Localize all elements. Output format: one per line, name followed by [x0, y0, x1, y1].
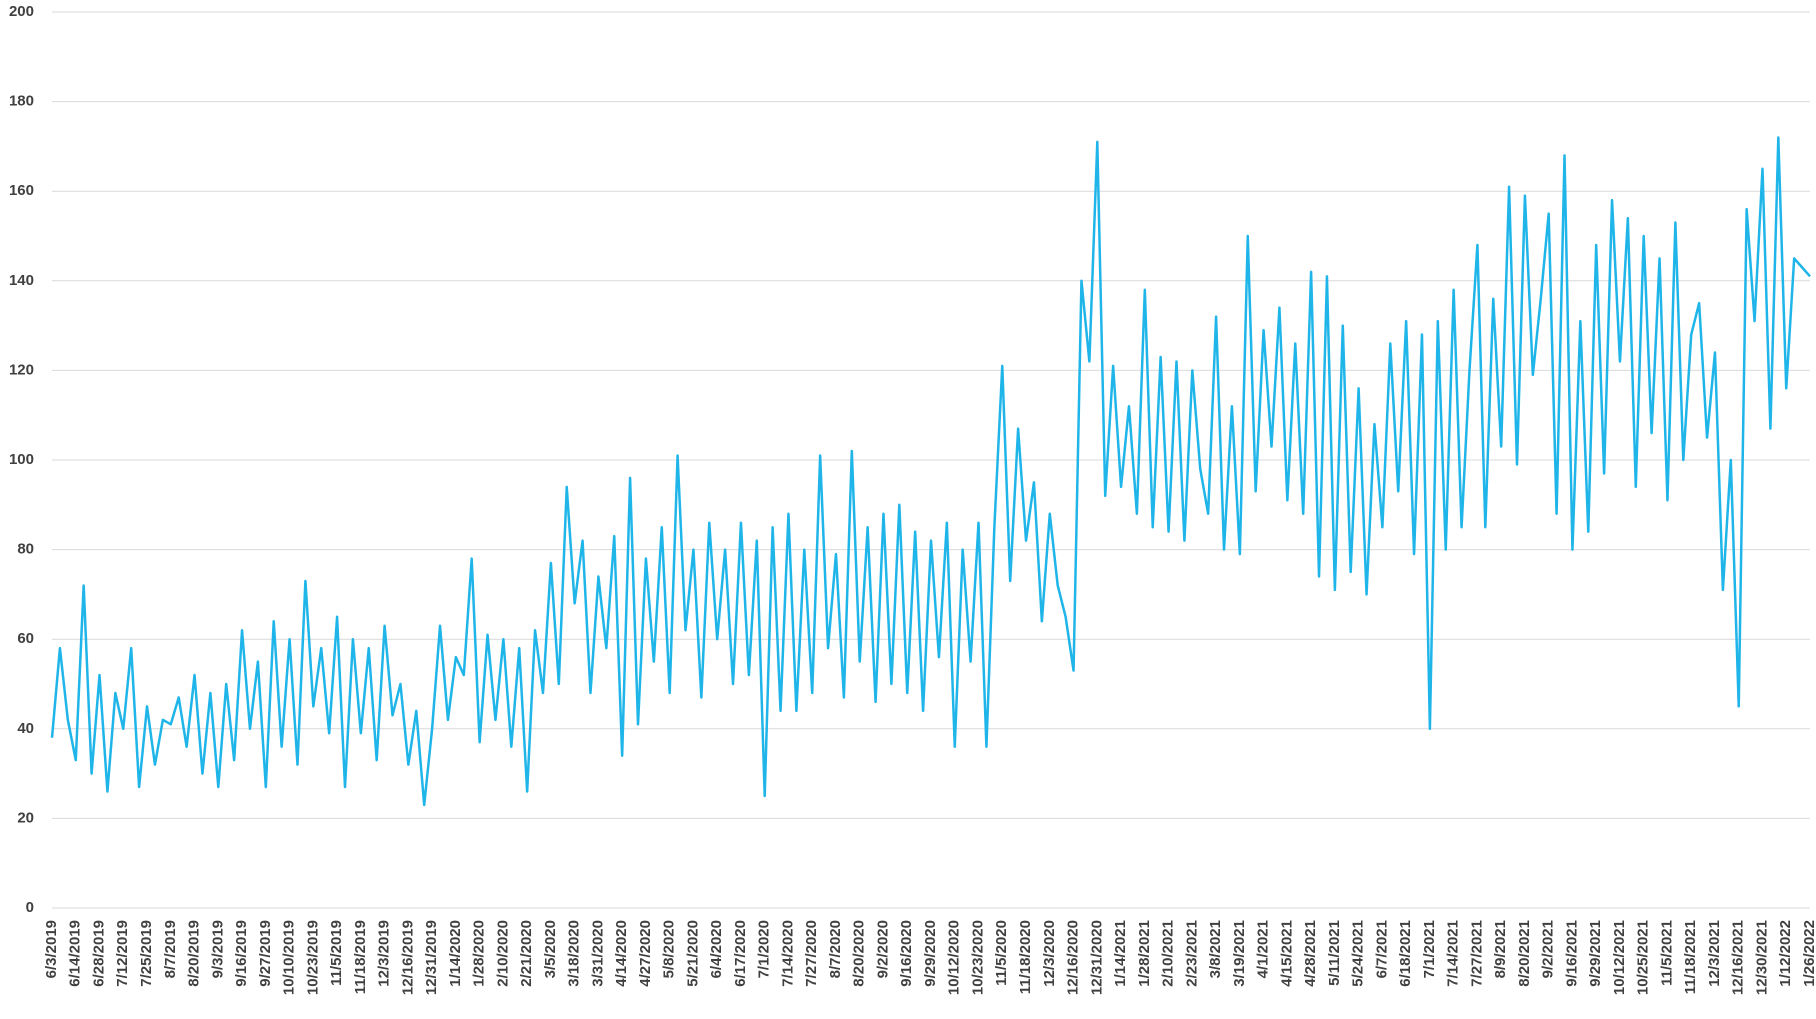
- x-tick-label: 11/18/2021: [1682, 920, 1699, 994]
- x-tick-label: 12/3/2020: [1041, 920, 1058, 987]
- x-tick-label: 5/11/2021: [1326, 920, 1343, 986]
- y-tick-label: 200: [9, 3, 34, 20]
- x-tick-label: 7/1/2021: [1421, 920, 1438, 978]
- x-tick-label: 1/26/2022: [1801, 920, 1816, 987]
- x-tick-label: 8/20/2020: [851, 920, 868, 987]
- x-tick-label: 4/14/2020: [613, 920, 630, 987]
- x-tick-label: 1/28/2021: [1136, 920, 1153, 987]
- y-tick-label: 60: [17, 630, 34, 647]
- x-tick-label: 9/27/2019: [257, 920, 274, 987]
- x-tick-label: 9/29/2020: [922, 920, 939, 987]
- x-tick-label: 10/23/2020: [969, 920, 986, 995]
- y-tick-label: 40: [17, 720, 34, 737]
- x-tick-label: 5/21/2020: [684, 920, 701, 987]
- x-tick-label: 1/14/2020: [447, 920, 464, 987]
- x-tick-label: 11/5/2019: [328, 920, 345, 986]
- x-tick-label: 9/16/2019: [233, 920, 250, 987]
- x-tick-label: 2/21/2020: [518, 920, 535, 987]
- x-tick-label: 6/17/2020: [732, 920, 749, 987]
- y-tick-label: 120: [9, 361, 34, 378]
- x-tick-label: 12/31/2020: [1088, 920, 1105, 995]
- x-tick-label: 4/1/2021: [1255, 920, 1272, 978]
- x-tick-label: 12/3/2019: [376, 920, 393, 987]
- x-tick-label: 2/10/2021: [1160, 920, 1177, 987]
- y-tick-label: 0: [26, 899, 34, 916]
- x-tick-label: 10/12/2021: [1611, 920, 1628, 995]
- x-tick-label: 10/12/2020: [946, 920, 963, 995]
- x-tick-label: 9/16/2020: [898, 920, 915, 987]
- x-tick-label: 9/29/2021: [1587, 920, 1604, 987]
- x-tick-label: 7/1/2020: [756, 920, 773, 978]
- x-tick-label: 9/2/2021: [1540, 920, 1557, 978]
- x-tick-label: 12/3/2021: [1706, 920, 1723, 987]
- x-tick-label: 11/18/2020: [1017, 920, 1034, 994]
- x-tick-label: 11/5/2020: [993, 920, 1010, 986]
- x-tick-label: 12/30/2021: [1753, 920, 1770, 995]
- x-tick-label: 3/18/2020: [566, 920, 583, 987]
- x-tick-label: 7/25/2019: [138, 920, 155, 987]
- x-tick-label: 3/31/2020: [589, 920, 606, 987]
- x-tick-label: 4/15/2021: [1278, 920, 1295, 987]
- x-tick-label: 5/8/2020: [661, 920, 678, 978]
- x-tick-label: 12/16/2019: [399, 920, 416, 995]
- x-tick-label: 2/10/2020: [494, 920, 511, 987]
- x-tick-label: 7/27/2020: [803, 920, 820, 987]
- x-tick-label: 8/20/2019: [186, 920, 203, 987]
- x-tick-label: 2/23/2021: [1183, 920, 1200, 987]
- x-tick-label: 11/5/2021: [1658, 920, 1675, 986]
- x-tick-label: 6/14/2019: [67, 920, 84, 987]
- y-tick-label: 160: [9, 182, 34, 199]
- x-tick-label: 6/28/2019: [90, 920, 107, 987]
- x-tick-label: 1/28/2020: [471, 920, 488, 987]
- x-tick-label: 10/25/2021: [1635, 920, 1652, 995]
- x-tick-label: 12/16/2021: [1730, 920, 1747, 995]
- y-tick-label: 80: [17, 541, 34, 558]
- x-tick-label: 6/4/2020: [708, 920, 725, 978]
- x-tick-label: 12/31/2019: [423, 920, 440, 995]
- data-line: [50, 136, 1811, 807]
- y-tick-label: 140: [9, 272, 34, 289]
- x-tick-label: 7/27/2021: [1468, 920, 1485, 987]
- y-tick-label: 180: [9, 93, 34, 110]
- x-tick-label: 4/27/2020: [637, 920, 654, 987]
- x-tick-label: 6/3/2019: [43, 920, 60, 978]
- x-tick-label: 9/3/2019: [209, 920, 226, 978]
- x-tick-label: 4/28/2021: [1302, 920, 1319, 987]
- x-tick-label: 3/19/2021: [1231, 920, 1248, 987]
- x-tick-label: 6/7/2021: [1373, 920, 1390, 978]
- x-tick-label: 3/8/2021: [1207, 920, 1224, 978]
- x-tick-label: 12/16/2020: [1065, 920, 1082, 995]
- x-tick-label: 8/7/2019: [162, 920, 179, 978]
- x-tick-label: 10/10/2019: [281, 920, 298, 995]
- x-tick-label: 9/2/2020: [874, 920, 891, 978]
- x-tick-label: 10/23/2019: [304, 920, 321, 995]
- x-tick-label: 1/12/2022: [1777, 920, 1794, 987]
- x-tick-label: 5/24/2021: [1350, 920, 1367, 987]
- x-tick-label: 7/12/2019: [114, 920, 131, 987]
- x-tick-label: 1/14/2021: [1112, 920, 1129, 987]
- x-tick-label: 7/14/2021: [1445, 920, 1462, 987]
- x-tick-label: 9/16/2021: [1563, 920, 1580, 987]
- x-tick-label: 7/14/2020: [779, 920, 796, 987]
- y-tick-label: 100: [9, 451, 34, 468]
- x-tick-label: 6/18/2021: [1397, 920, 1414, 987]
- x-tick-label: 11/18/2019: [352, 920, 369, 994]
- x-tick-label: 8/9/2021: [1492, 920, 1509, 978]
- y-tick-label: 20: [17, 809, 34, 826]
- x-tick-label: 8/7/2020: [827, 920, 844, 978]
- x-tick-label: 3/5/2020: [542, 920, 559, 978]
- x-tick-label: 8/20/2021: [1516, 920, 1533, 987]
